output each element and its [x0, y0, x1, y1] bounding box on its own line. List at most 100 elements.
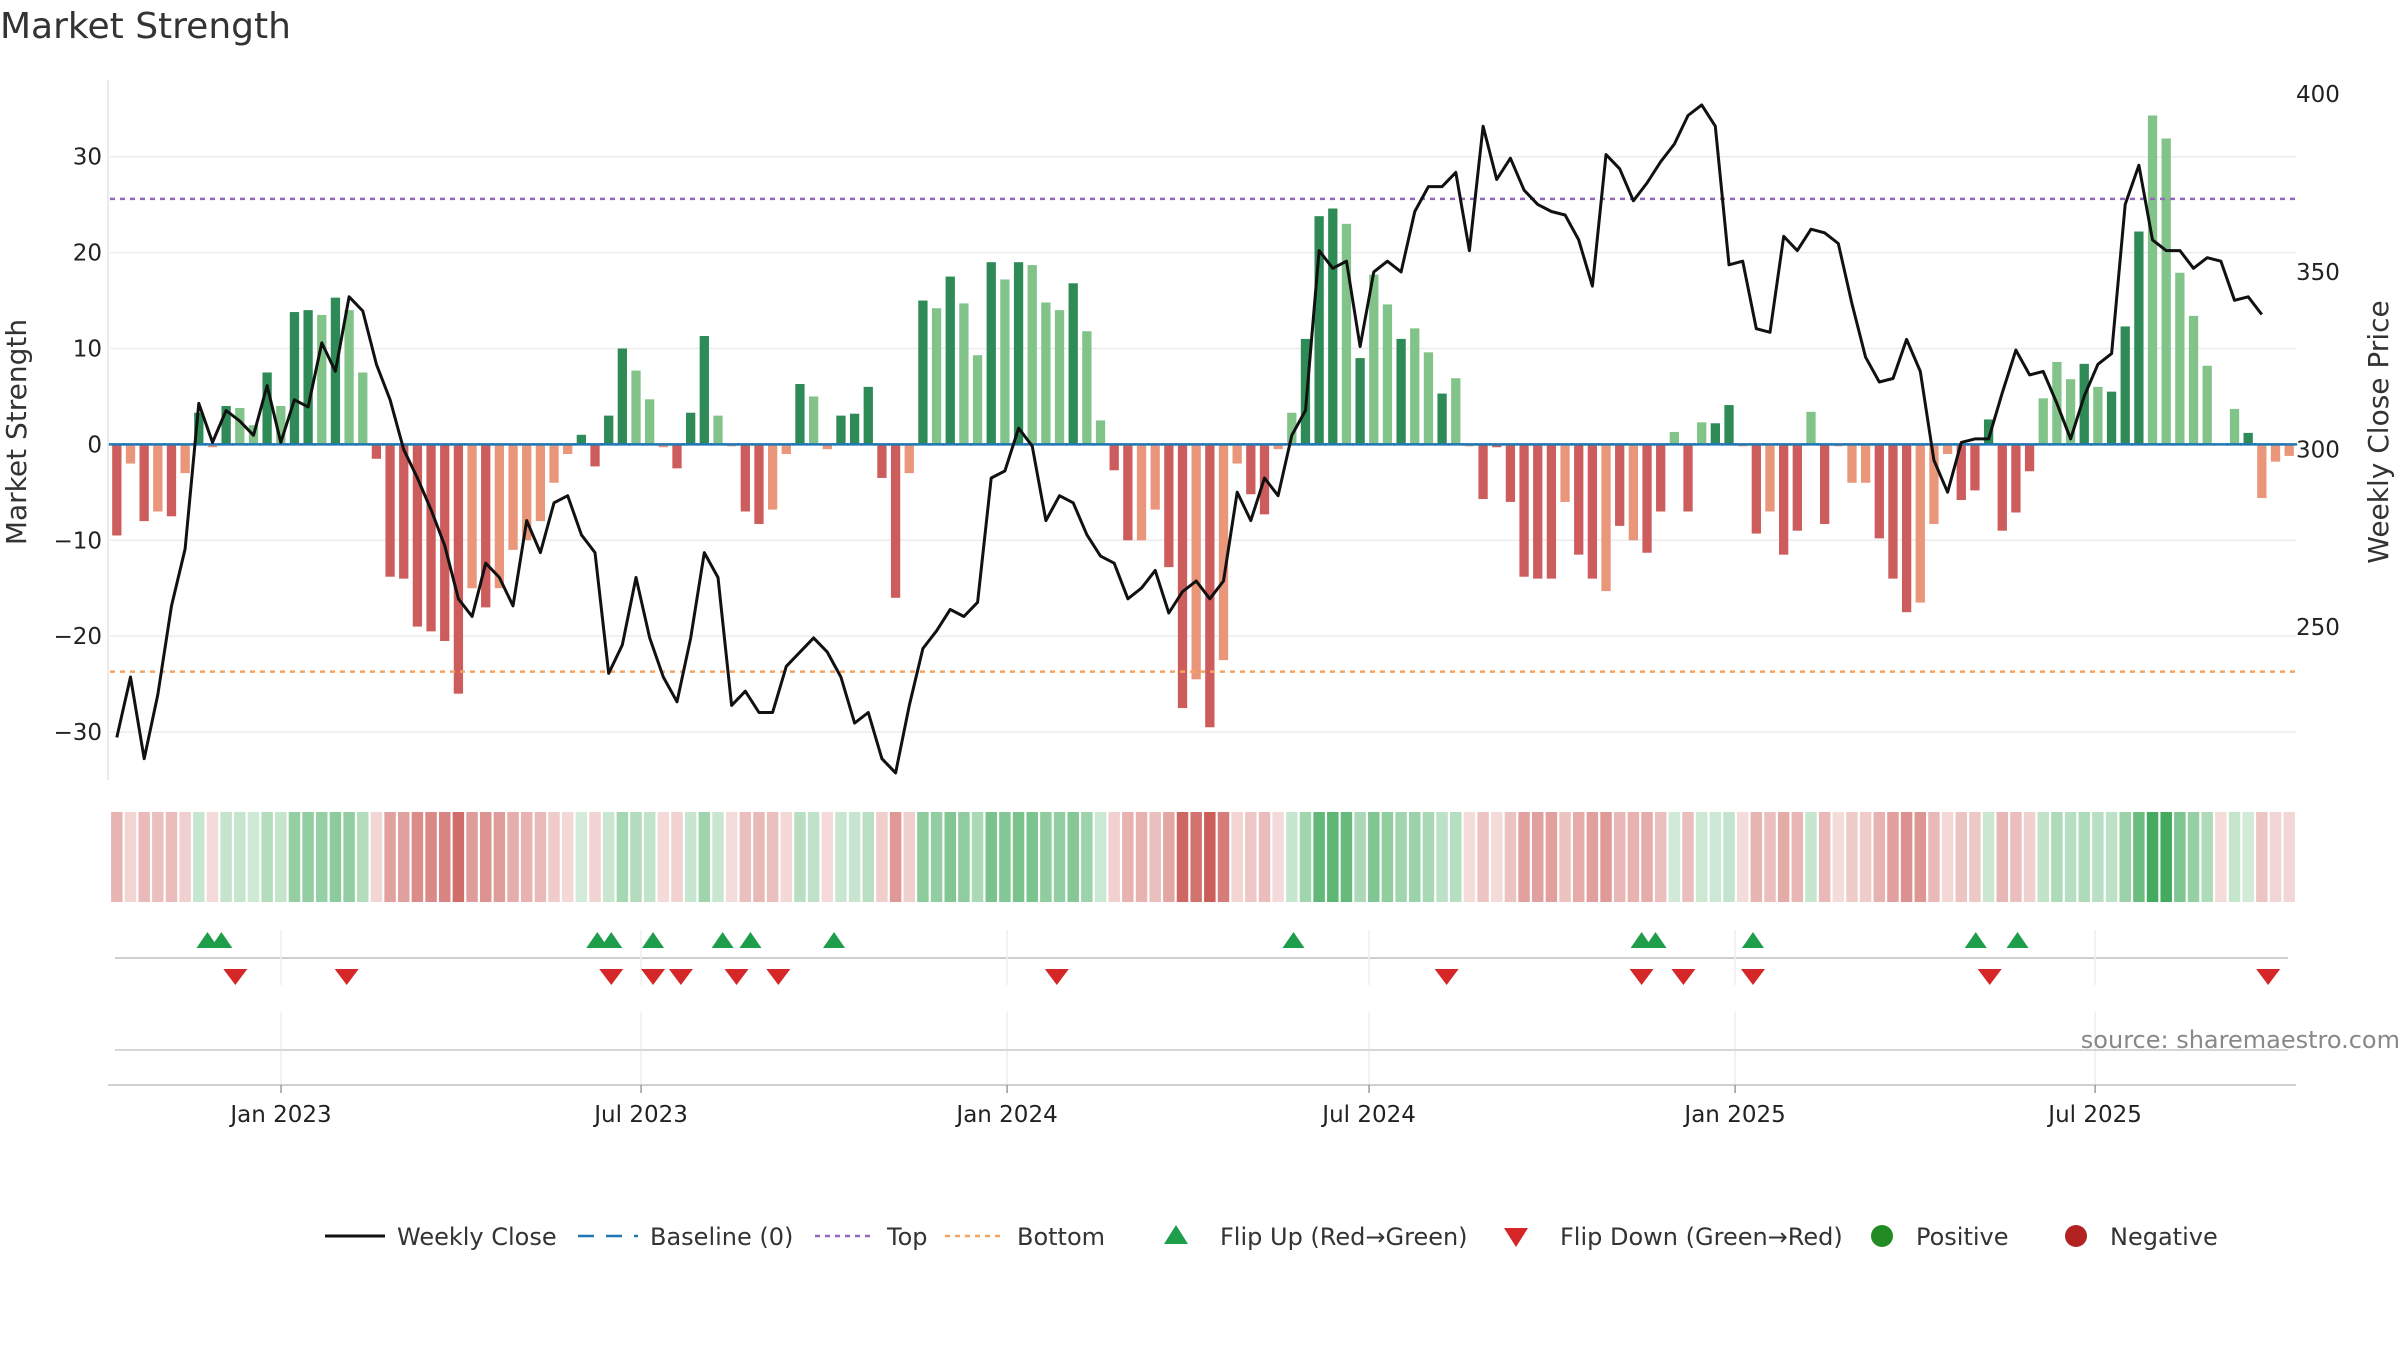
heat-cell: [1969, 812, 1981, 902]
strength-bar: [1628, 444, 1639, 541]
heat-cell: [384, 812, 396, 902]
flip-up-marker: [1644, 932, 1667, 948]
heat-cell: [1258, 812, 1271, 902]
legend-label-negative: Negative: [2110, 1223, 2218, 1251]
heat-cell: [1409, 812, 1421, 902]
strength-bar: [1423, 352, 1434, 445]
flip-markers-panel: [115, 930, 2288, 985]
legend-label-baseline: Baseline (0): [650, 1223, 793, 1251]
strength-bar: [1860, 444, 1871, 483]
heat-cell: [1668, 812, 1681, 902]
heat-cell: [247, 812, 260, 902]
strength-bar: [863, 386, 873, 445]
strength-bar: [877, 444, 887, 478]
heat-cell: [2242, 812, 2254, 902]
heat-cell: [234, 812, 246, 902]
heat-cell: [1463, 812, 1476, 902]
right-tick-label: 350: [2296, 260, 2340, 286]
strength-bar: [1601, 444, 1611, 592]
heat-cell: [1682, 812, 1694, 902]
strength-bar: [2257, 444, 2267, 499]
heat-cell: [288, 812, 301, 902]
heat-cell: [1094, 812, 1107, 902]
heat-cell: [2215, 812, 2227, 902]
strength-bar: [1382, 304, 1393, 445]
heat-cell: [1805, 812, 1817, 902]
heat-cell: [2119, 812, 2131, 902]
strength-bar: [1232, 444, 1242, 464]
flip-down-marker: [1629, 969, 1654, 985]
strength-bar: [686, 412, 696, 445]
legend-label-flip_up: Flip Up (Red→Green): [1220, 1223, 1468, 1251]
strength-bar: [1724, 405, 1734, 445]
heat-cell: [1873, 812, 1886, 902]
heat-cell: [1067, 812, 1079, 902]
heat-cell: [275, 812, 287, 902]
strength-bar: [1983, 419, 1994, 445]
legend-label-flip_down: Flip Down (Green→Red): [1560, 1223, 1843, 1251]
strength-bar: [1041, 302, 1051, 445]
heat-cell: [1545, 812, 1558, 902]
left-tick-label: 30: [73, 145, 102, 171]
heat-cell: [2023, 812, 2036, 902]
heat-cell: [1477, 812, 1489, 902]
flip-down-marker: [334, 969, 359, 985]
strength-bar: [1273, 444, 1283, 450]
heat-cell: [425, 812, 437, 902]
heat-cell: [2092, 812, 2104, 902]
strength-bar: [317, 314, 327, 445]
strength-bar: [576, 434, 587, 445]
heat-cell: [2010, 812, 2022, 902]
flip-down-marker: [724, 969, 749, 985]
flip-up-marker: [711, 932, 734, 948]
strength-bar: [1341, 223, 1352, 445]
heat-cell: [206, 812, 219, 902]
heat-cell: [657, 812, 670, 902]
strength-bar: [262, 372, 272, 445]
strength-bar: [1669, 431, 1680, 445]
strength-bar: [658, 444, 668, 448]
strength-bar: [1901, 444, 1912, 613]
legend-swatch-positive: [1871, 1225, 1893, 1247]
strength-bar: [2229, 408, 2240, 445]
heat-cell: [1491, 812, 1503, 902]
strength-bar: [2024, 444, 2035, 472]
flip-down-marker: [1740, 969, 1765, 985]
strength-bar: [808, 396, 819, 445]
strength-bar: [2065, 379, 2076, 445]
strength-bar: [672, 444, 682, 469]
heat-cell: [999, 812, 1011, 902]
heat-cell: [548, 812, 560, 902]
x-axis-ticks: Jan 2023 Jul 2023 Jan 2024 Jul 2024 Jan 2025…: [228, 1085, 2142, 1128]
strength-bar: [1656, 444, 1666, 512]
strength-bar: [180, 444, 190, 474]
heat-cell: [1654, 812, 1667, 902]
source-credit: source: sharemaestro.com: [2081, 1026, 2400, 1054]
flip-up-marker: [600, 932, 623, 948]
heat-cell: [1340, 812, 1353, 902]
strength-bar: [125, 444, 136, 464]
reference-lines: [108, 197, 2298, 673]
heat-cell: [971, 812, 984, 902]
heat-cell: [1641, 812, 1653, 902]
legend-swatch-negative: [2065, 1225, 2087, 1247]
flip-up-marker: [586, 932, 609, 948]
heat-cell: [1122, 812, 1134, 902]
heat-cell: [1053, 812, 1066, 902]
strength-bar: [1697, 422, 1707, 445]
strength-bar: [1642, 444, 1652, 553]
heat-cell: [1436, 812, 1448, 902]
strength-bar: [166, 444, 177, 517]
heat-cell: [1012, 812, 1025, 902]
heat-cell: [1627, 812, 1640, 902]
strength-bar: [645, 399, 655, 445]
heat-cell: [917, 812, 929, 902]
strength-bar: [1915, 444, 1925, 603]
strength-bar: [2270, 444, 2281, 462]
strength-bar: [508, 444, 518, 550]
strength-bar: [1150, 444, 1160, 510]
strength-bar: [1505, 444, 1516, 502]
strength-bar: [358, 372, 368, 445]
strength-bar: [2147, 115, 2158, 445]
heat-cell: [1750, 812, 1763, 902]
